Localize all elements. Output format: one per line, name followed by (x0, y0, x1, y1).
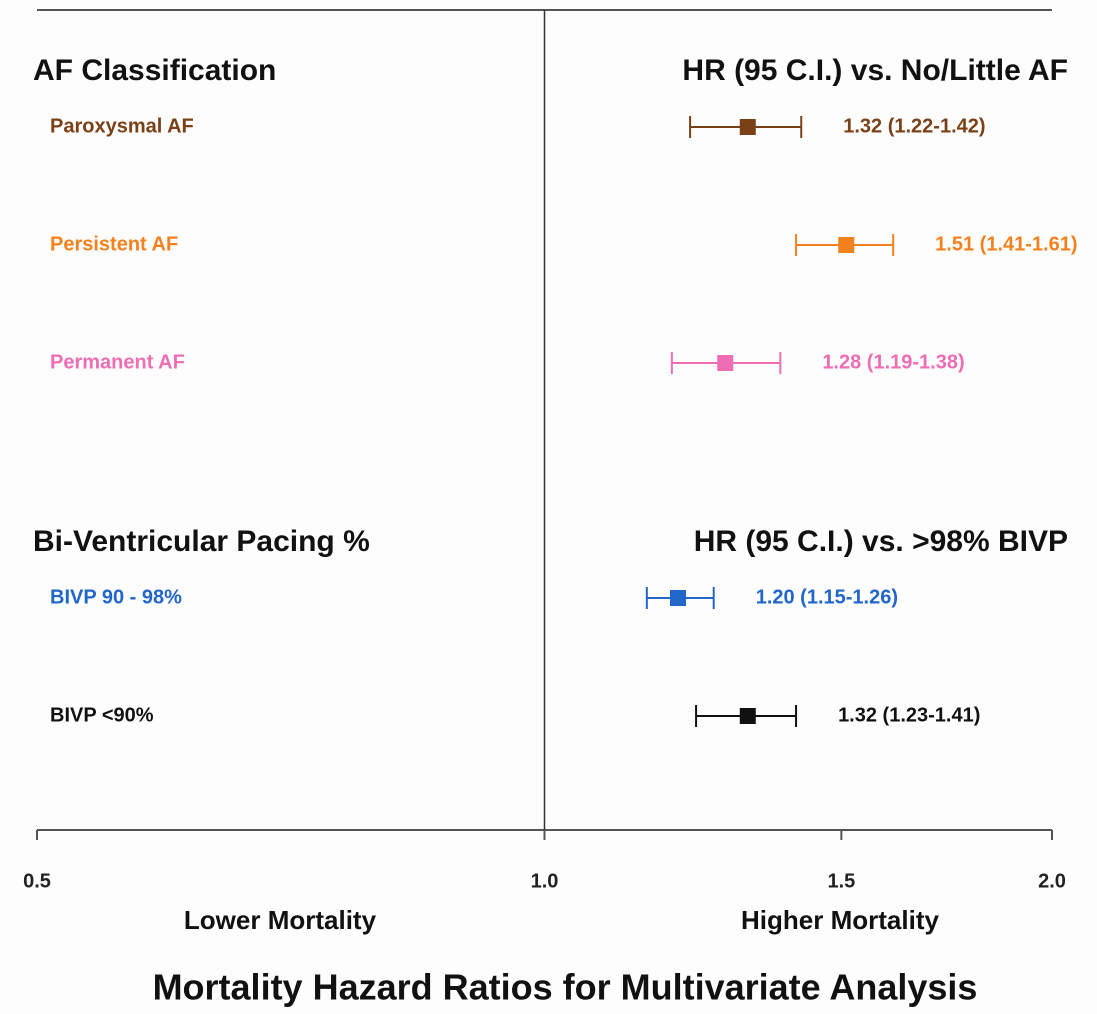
group-header: HR (95 C.I.) vs. >98% BIVP (694, 525, 1068, 558)
row-label: Paroxysmal AF (50, 115, 194, 137)
annotation: Higher Mortality (741, 905, 939, 935)
value-label: 1.32 (1.23-1.41) (838, 704, 980, 726)
point (838, 237, 855, 253)
value-label: 1.28 (1.19-1.38) (822, 351, 964, 373)
point (739, 708, 756, 724)
point (739, 119, 756, 135)
point (717, 355, 734, 371)
row-label: BIVP <90% (50, 704, 154, 726)
value-label: 1.32 (1.22-1.42) (843, 115, 985, 137)
chart-title: Mortality Hazard Ratios for Multivariate… (153, 967, 978, 1008)
x-tick-label: 1.5 (827, 870, 855, 892)
group-title: Bi-Ventricular Pacing % (33, 525, 370, 558)
x-tick-label: 2.0 (1038, 870, 1066, 892)
row-label: Persistent AF (50, 233, 178, 255)
value-label: 1.51 (1.41-1.61) (935, 233, 1077, 255)
row-label: Permanent AF (50, 351, 185, 373)
group-header: HR (95 C.I.) vs. No/Little AF (682, 54, 1068, 87)
annotation: Lower Mortality (184, 905, 377, 935)
point (669, 590, 686, 606)
value-label: 1.20 (1.15-1.26) (756, 586, 898, 608)
group-title: AF Classification (33, 54, 276, 87)
x-tick-label: 0.5 (23, 870, 51, 892)
x-tick-label: 1.0 (531, 870, 559, 892)
row-label: BIVP 90 - 98% (50, 586, 182, 608)
